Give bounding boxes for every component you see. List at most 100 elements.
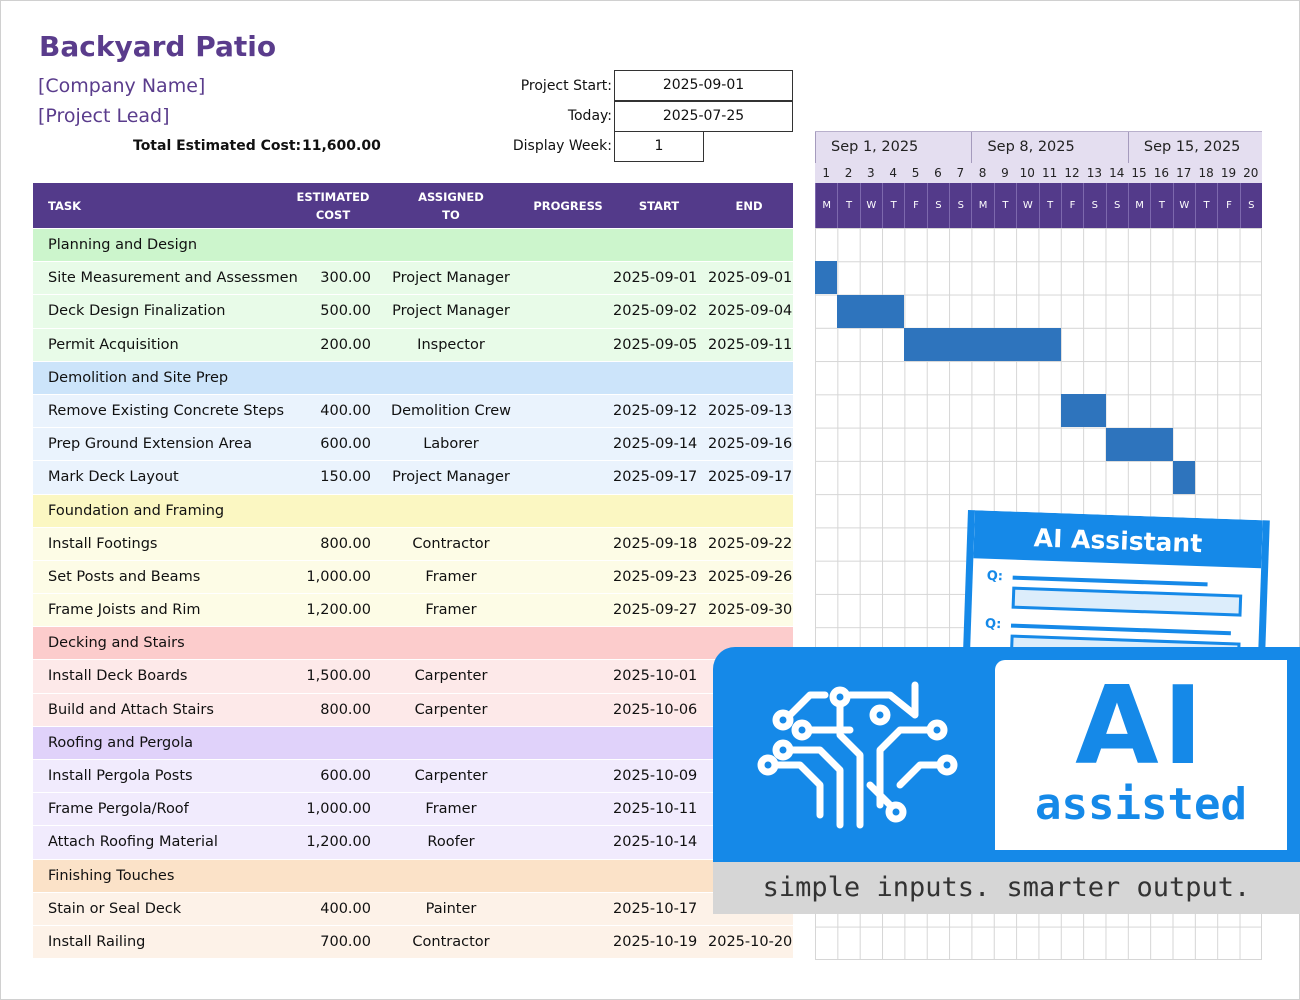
task-assigned[interactable]: Framer xyxy=(425,602,477,619)
task-end[interactable]: 2025-09-17 xyxy=(708,469,793,486)
task-name[interactable]: Mark Deck Layout xyxy=(48,469,179,486)
task-row[interactable]: Mark Deck Layout 150.00 Project Manager 202… xyxy=(33,461,793,495)
task-cost[interactable]: 700.00 xyxy=(320,933,371,950)
phase-row[interactable]: Planning and Design xyxy=(33,229,793,263)
task-assigned[interactable]: Roofer xyxy=(427,834,475,851)
task-name[interactable]: Set Posts and Beams xyxy=(48,568,201,585)
task-end[interactable]: 2025-09-01 xyxy=(708,270,793,287)
task-row[interactable]: Stain or Seal Deck 400.00 Painter 2025-10-1… xyxy=(33,892,793,926)
gantt-bar[interactable] xyxy=(1172,460,1195,494)
task-cost[interactable]: 1,200.00 xyxy=(306,602,371,619)
task-name[interactable]: Build and Attach Stairs xyxy=(48,701,214,718)
company-name[interactable]: [Company Name] xyxy=(38,75,206,97)
task-row[interactable]: Set Posts and Beams 1,000.00 Framer 2025-09… xyxy=(33,560,793,595)
phase-name[interactable]: Roofing and Pergola xyxy=(48,734,194,751)
task-name[interactable]: Stain or Seal Deck xyxy=(48,900,182,917)
task-start[interactable]: 2025-09-18 xyxy=(613,535,698,552)
phase-name[interactable]: Demolition and Site Prep xyxy=(48,369,229,386)
task-cost[interactable]: 800.00 xyxy=(320,701,371,718)
phase-name[interactable]: Finishing Touches xyxy=(48,867,175,884)
task-row[interactable]: Frame Joists and Rim 1,200.00 Framer 2025-0… xyxy=(33,594,793,628)
task-cost[interactable]: 600.00 xyxy=(320,768,371,784)
task-end[interactable]: 2025-09-16 xyxy=(708,436,793,453)
task-cost[interactable]: 200.00 xyxy=(320,336,371,353)
task-end[interactable]: 2025-09-13 xyxy=(708,402,793,419)
task-name[interactable]: Install Deck Boards xyxy=(48,668,188,685)
task-start[interactable]: 2025-10-17 xyxy=(613,900,698,917)
task-cost[interactable]: 1,200.00 xyxy=(306,834,371,851)
task-start[interactable]: 2025-10-01 xyxy=(613,668,698,685)
task-start[interactable]: 2025-09-05 xyxy=(613,336,698,353)
task-assigned[interactable]: Carpenter xyxy=(414,668,488,685)
task-cost[interactable]: 800.00 xyxy=(320,535,371,552)
task-assigned[interactable]: Framer xyxy=(425,801,477,818)
task-start[interactable]: 2025-09-27 xyxy=(613,602,698,619)
task-row[interactable]: Install Deck Boards 1,500.00 Carpenter 2025… xyxy=(33,660,793,694)
task-assigned[interactable]: Contractor xyxy=(412,933,490,950)
phase-row[interactable]: Demolition and Site Prep xyxy=(33,361,793,395)
task-row[interactable]: Install Footings 800.00 Contractor 2025-09-… xyxy=(33,527,793,561)
task-row[interactable]: Permit Acquisition 200.00 Inspector 2025-09… xyxy=(33,328,793,362)
task-name[interactable]: Frame Joists and Rim xyxy=(48,602,201,619)
task-assigned[interactable]: Contractor xyxy=(412,535,490,552)
task-cost[interactable]: 400.00 xyxy=(320,900,371,917)
display-week-input[interactable]: 1 xyxy=(614,131,704,162)
task-start[interactable]: 2025-10-19 xyxy=(613,933,698,950)
task-row[interactable]: Install Railing 700.00 Contractor 2025-10-1… xyxy=(33,925,793,960)
task-start[interactable]: 2025-09-01 xyxy=(613,270,698,287)
task-name[interactable]: Permit Acquisition xyxy=(48,336,179,353)
gantt-bar[interactable] xyxy=(837,294,905,328)
project-start-input[interactable]: 2025-09-01 xyxy=(614,70,793,101)
task-start[interactable]: 2025-10-09 xyxy=(613,768,698,784)
task-assigned[interactable]: Inspector xyxy=(417,336,485,353)
phase-name[interactable]: Decking and Stairs xyxy=(48,635,185,652)
task-end[interactable]: 2025-10-20 xyxy=(708,933,793,950)
phase-row[interactable]: Foundation and Framing xyxy=(33,494,793,528)
task-name[interactable]: Install Pergola Posts xyxy=(48,768,193,784)
gantt-bar[interactable] xyxy=(904,327,1061,361)
task-assigned[interactable]: Framer xyxy=(425,568,477,585)
task-cost[interactable]: 500.00 xyxy=(320,303,371,320)
task-end[interactable]: 2025-09-30 xyxy=(708,602,793,619)
task-row[interactable]: Frame Pergola/Roof 1,000.00 Framer 2025-10-… xyxy=(33,793,793,827)
task-start[interactable]: 2025-09-14 xyxy=(613,436,698,453)
task-assigned[interactable]: Laborer xyxy=(423,436,479,453)
task-assigned[interactable]: Project Manager xyxy=(392,303,510,320)
task-name[interactable]: Frame Pergola/Roof xyxy=(48,801,189,818)
today-input[interactable]: 2025-07-25 xyxy=(614,101,793,132)
phase-name[interactable]: Planning and Design xyxy=(48,237,198,253)
phase-row[interactable]: Decking and Stairs xyxy=(33,627,793,661)
task-start[interactable]: 2025-09-23 xyxy=(613,568,698,585)
task-name[interactable]: Install Railing xyxy=(48,933,146,950)
gantt-bar[interactable] xyxy=(815,261,838,295)
task-row[interactable]: Prep Ground Extension Area 600.00 Laborer 2… xyxy=(33,428,793,462)
task-cost[interactable]: 400.00 xyxy=(320,402,371,419)
task-end[interactable]: 2025-09-11 xyxy=(708,336,793,353)
task-cost[interactable]: 300.00 xyxy=(320,270,371,287)
task-start[interactable]: 2025-10-14 xyxy=(613,834,698,851)
task-row[interactable]: Deck Design Finalization 500.00 Project Ma… xyxy=(33,295,793,329)
task-end[interactable]: 2025-09-26 xyxy=(708,568,793,585)
task-row[interactable]: Site Measurement and Assessment 300.00 Pro… xyxy=(33,262,793,296)
task-name[interactable]: Deck Design Finalization xyxy=(48,303,226,320)
task-cost[interactable]: 1,000.00 xyxy=(306,568,371,585)
task-end[interactable]: 2025-09-22 xyxy=(708,535,793,552)
task-row[interactable]: Remove Existing Concrete Steps 400.00 Demo… xyxy=(33,394,793,429)
task-row[interactable]: Build and Attach Stairs 800.00 Carpenter 20… xyxy=(33,693,793,727)
task-cost[interactable]: 1,500.00 xyxy=(306,668,371,685)
task-assigned[interactable]: Project Manager xyxy=(392,469,510,486)
task-start[interactable]: 2025-09-12 xyxy=(613,402,698,419)
task-end[interactable]: 2025-09-04 xyxy=(708,303,793,320)
task-cost[interactable]: 150.00 xyxy=(320,469,371,486)
task-start[interactable]: 2025-09-17 xyxy=(613,469,698,486)
task-name[interactable]: Remove Existing Concrete Steps xyxy=(48,402,285,419)
task-start[interactable]: 2025-10-06 xyxy=(613,701,698,718)
task-start[interactable]: 2025-09-02 xyxy=(613,303,698,320)
task-assigned[interactable]: Carpenter xyxy=(414,701,488,718)
phase-name[interactable]: Foundation and Framing xyxy=(48,502,225,519)
task-assigned[interactable]: Project Manager xyxy=(392,270,510,287)
gantt-bar[interactable] xyxy=(1105,427,1173,461)
task-assigned[interactable]: Demolition Crew xyxy=(390,402,512,419)
phase-row[interactable]: Finishing Touches xyxy=(33,859,793,893)
project-title[interactable]: Backyard Patio xyxy=(39,30,277,63)
